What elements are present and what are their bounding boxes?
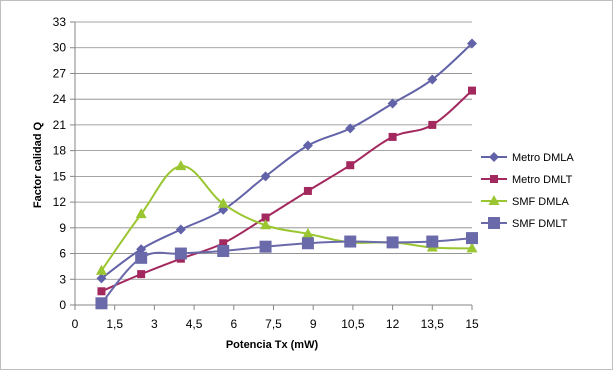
data-point [302, 140, 313, 151]
data-point [136, 244, 147, 255]
y-tick-label: 9 [59, 221, 66, 235]
data-point [386, 236, 399, 249]
x-tick-label: 4,5 [186, 317, 203, 331]
legend-item: SMF DMLA [481, 195, 570, 208]
data-point [95, 297, 108, 310]
gridlines [75, 21, 472, 280]
y-tick-label: 0 [59, 298, 66, 312]
legend-marker [490, 175, 498, 183]
legend-item: SMF DMLT [481, 217, 568, 230]
data-point [426, 235, 439, 248]
x-tick-label: 13,5 [421, 317, 445, 331]
y-tick-label: 6 [59, 247, 66, 261]
axes [70, 21, 473, 310]
data-point [261, 213, 270, 222]
data-point [303, 186, 312, 195]
data-point [344, 235, 357, 248]
series-line [101, 89, 473, 293]
legend-item: Metro DMLA [481, 152, 574, 164]
series-layer [95, 38, 478, 310]
series-line [100, 165, 473, 272]
data-point [260, 171, 271, 182]
x-tick-label: 0 [72, 317, 79, 331]
data-point [259, 240, 272, 253]
data-point [301, 237, 314, 250]
y-axis-title: Factor calidad Q [32, 121, 44, 208]
legend-item: Metro DMLT [481, 174, 573, 186]
data-point [95, 264, 107, 275]
x-tick-label: 9 [310, 317, 317, 331]
x-tick-label: 7,5 [265, 317, 282, 331]
data-point [466, 242, 478, 253]
data-point [346, 161, 355, 170]
data-point [217, 197, 229, 208]
x-axis-title: Potencia Tx (mW) [226, 339, 319, 351]
x-tick-label: 3 [151, 317, 158, 331]
series-line [100, 237, 473, 304]
data-point [427, 74, 438, 85]
y-tick-label: 33 [53, 15, 67, 29]
data-point [466, 232, 478, 245]
legend-marker [489, 152, 499, 162]
x-tick-label: 10,5 [341, 317, 365, 331]
y-tick-label: 12 [53, 195, 67, 209]
legend: Metro DMLA Metro DMLT SMF DMLA SMF DMLT [481, 152, 574, 230]
series-3 [95, 160, 478, 275]
data-point [174, 247, 187, 260]
y-tick-label: 30 [53, 41, 67, 55]
y-tick-label: 18 [53, 144, 67, 158]
legend-marker [488, 217, 500, 229]
series-2 [97, 86, 476, 296]
data-point [97, 287, 106, 296]
data-point [175, 160, 187, 171]
data-point [428, 120, 437, 129]
data-point [135, 251, 148, 264]
data-point [175, 224, 186, 235]
data-point [345, 123, 356, 134]
series-line [100, 42, 473, 280]
data-point [302, 227, 314, 238]
data-point [217, 244, 230, 257]
data-point [387, 98, 398, 109]
x-tick-labels: 0 1,5 3 4,5 6 7,5 9 10,5 12 13,5 15 [72, 317, 479, 331]
legend-marker [488, 195, 500, 205]
data-point [467, 38, 477, 49]
y-tick-label: 27 [53, 66, 67, 80]
x-tick-label: 1,5 [106, 317, 123, 331]
y-tick-labels: 0 3 6 9 12 15 18 21 24 27 30 33 [53, 15, 67, 312]
legend-label: Metro DMLA [512, 152, 574, 164]
x-tick-label: 15 [465, 317, 479, 331]
data-point [137, 270, 146, 279]
data-point [260, 219, 272, 230]
series-4 [95, 232, 478, 310]
x-tick-label: 12 [386, 317, 400, 331]
y-tick-label: 3 [59, 272, 66, 286]
legend-label: Metro DMLT [512, 174, 573, 186]
y-tick-label: 24 [53, 92, 67, 106]
y-tick-label: 21 [53, 118, 67, 132]
data-point [468, 86, 476, 95]
legend-label: SMF DMLA [512, 196, 570, 208]
data-point [388, 132, 397, 141]
legend-label: SMF DMLT [512, 218, 568, 230]
data-point [96, 273, 107, 284]
x-tick-label: 6 [230, 317, 237, 331]
data-point [135, 208, 147, 219]
data-point [219, 239, 228, 248]
y-tick-label: 15 [53, 169, 67, 183]
